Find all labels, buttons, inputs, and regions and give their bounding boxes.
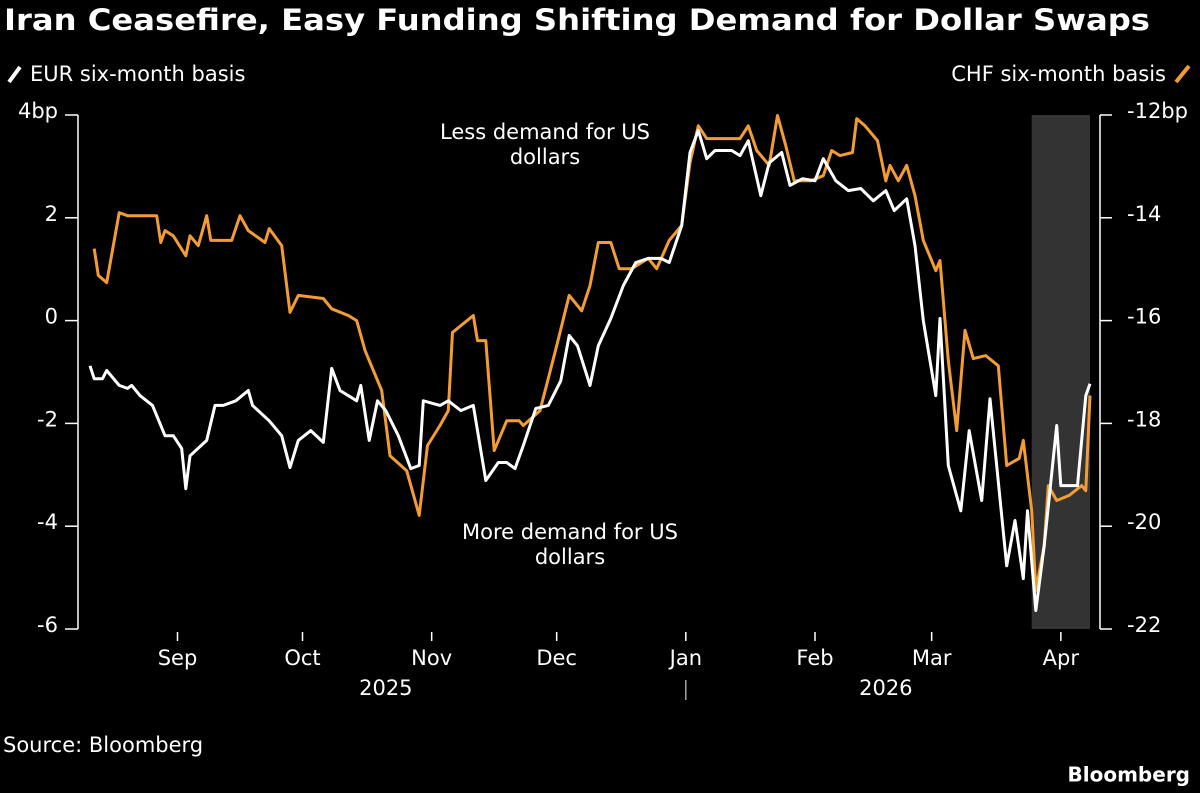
y-tick-label: -4 — [37, 510, 58, 534]
highlight-band — [1031, 115, 1090, 629]
y2-tick-label: -16 — [1127, 305, 1161, 329]
y2-tick-label: -22 — [1127, 613, 1161, 637]
y-tick-label: 0 — [45, 305, 58, 329]
y-tick-label: 4bp — [18, 99, 58, 123]
x-tick-label: Feb — [796, 646, 833, 670]
legend-label: EUR six-month basis — [30, 62, 245, 86]
x-tick-label: Jan — [668, 646, 702, 670]
series-line — [92, 114, 1092, 592]
y-tick-label: -2 — [37, 407, 58, 431]
annotation: dollars — [535, 545, 605, 569]
annotation: More demand for US — [462, 520, 678, 544]
x-tick-label: Nov — [411, 646, 452, 670]
y2-tick-label: -12bp — [1127, 99, 1188, 123]
x-tick-label: Mar — [912, 646, 952, 670]
legend-swatch — [7, 65, 22, 84]
x-tick-label: Oct — [284, 646, 320, 670]
annotation: Less demand for US — [440, 120, 650, 144]
series-line — [88, 128, 1092, 612]
x-tick-label: Dec — [536, 646, 577, 670]
credit-logo: Bloomberg — [1068, 763, 1190, 787]
source-note: Source: Bloomberg — [3, 733, 203, 757]
year-label: 2026 — [859, 676, 912, 700]
year-label: 2025 — [359, 676, 412, 700]
y2-tick-label: -18 — [1127, 407, 1161, 431]
y2-tick-label: -14 — [1127, 202, 1161, 226]
y-tick-label: 2 — [45, 202, 58, 226]
annotation: dollars — [510, 145, 580, 169]
legend-label: CHF six-month basis — [951, 62, 1166, 86]
chart-title: Iran Ceasefire, Easy Funding Shifting De… — [4, 3, 1150, 37]
y-tick-label: -6 — [37, 613, 58, 637]
x-tick-label: Sep — [158, 646, 198, 670]
x-tick-label: Apr — [1043, 646, 1080, 670]
legend-swatch — [1174, 64, 1191, 84]
y2-tick-label: -20 — [1127, 510, 1161, 534]
